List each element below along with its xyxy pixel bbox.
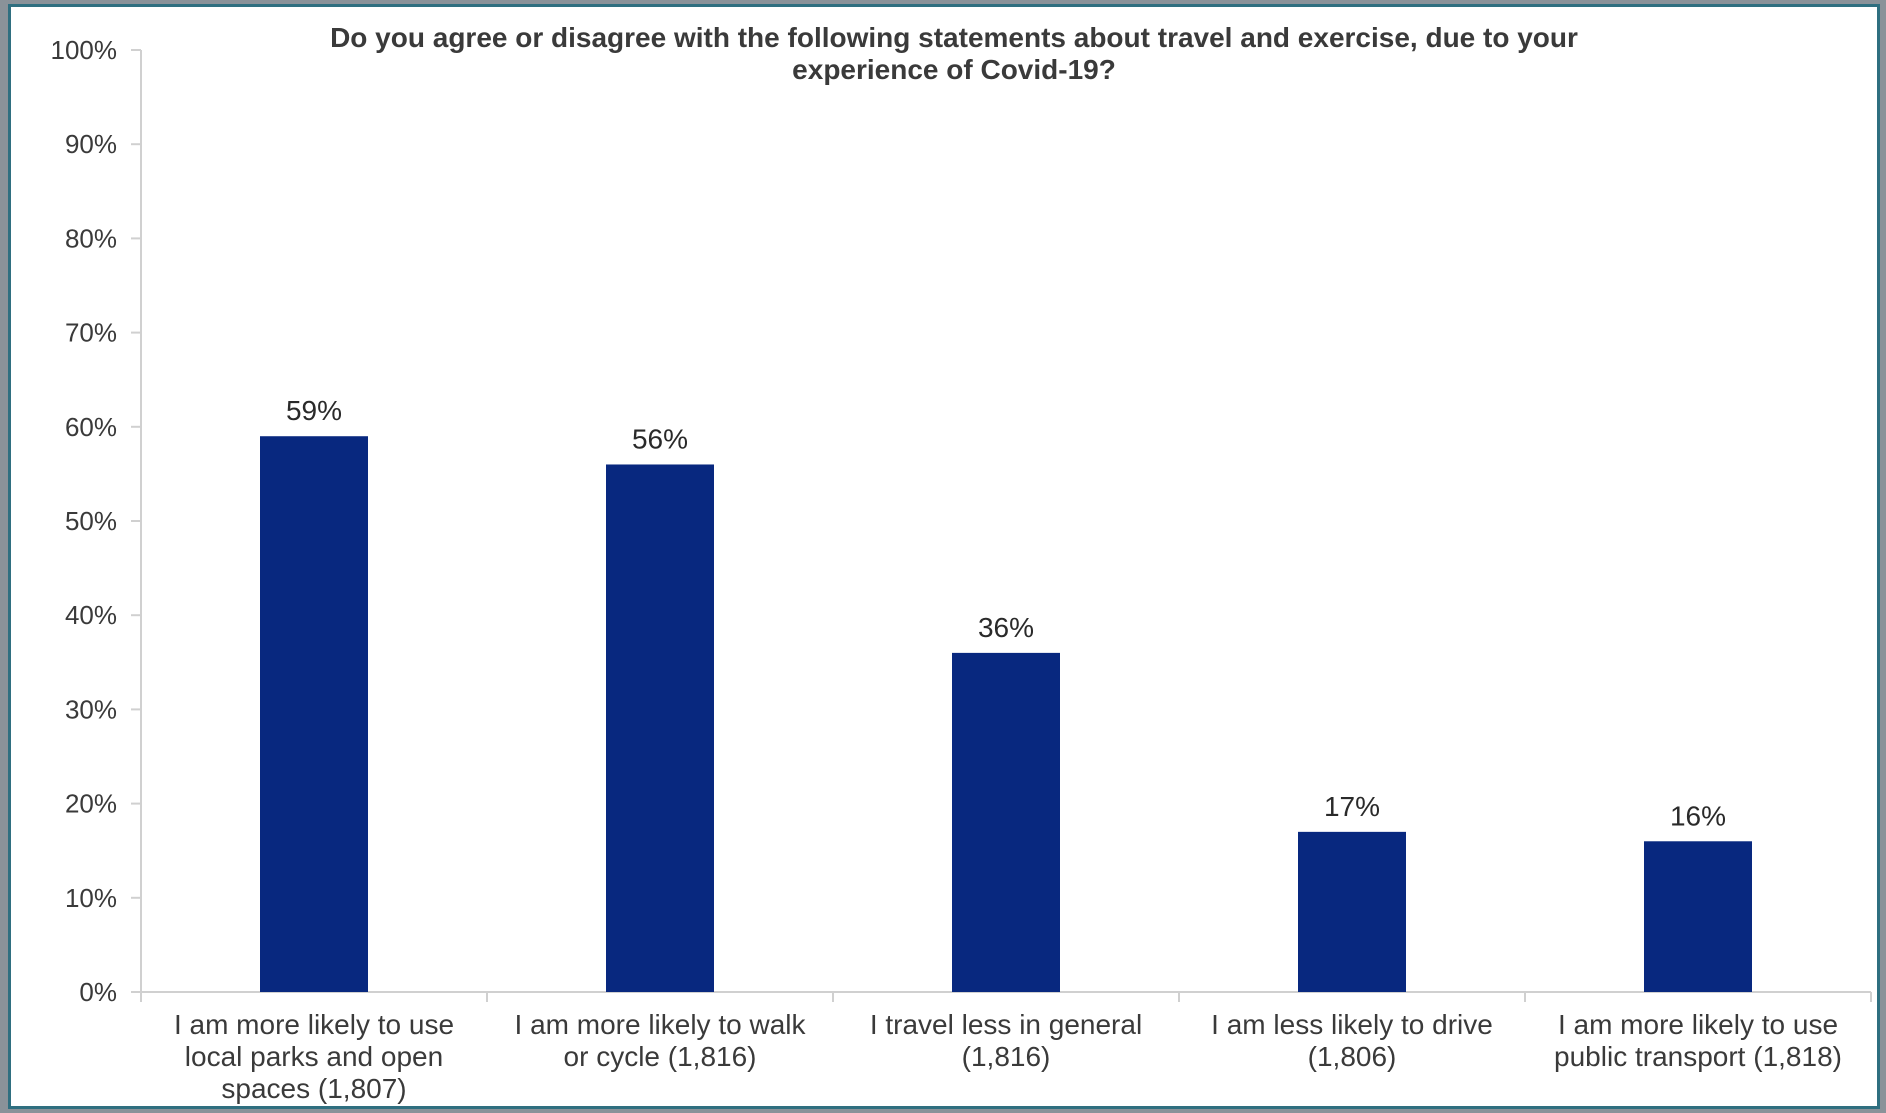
category-label: public transport (1,818) <box>1554 1041 1842 1072</box>
y-axis: 0% 10% 20% 30% 40% 50% 60% 70% 80% 90% 100% <box>51 35 142 1007</box>
category-label: (1,816) <box>962 1041 1051 1072</box>
y-tick-label: 60% <box>65 412 117 442</box>
bars-group <box>260 436 1752 993</box>
category-label: spaces (1,807) <box>221 1073 406 1104</box>
category-label: (1,806) <box>1308 1041 1397 1072</box>
y-tick-label: 70% <box>65 318 117 348</box>
bar <box>260 436 368 993</box>
y-tick-label: 30% <box>65 694 117 724</box>
y-tick-label: 50% <box>65 506 117 536</box>
category-label: I am more likely to walk <box>515 1009 807 1040</box>
chart-title: Do you agree or disagree with the follow… <box>330 22 1578 85</box>
bar <box>1298 831 1406 992</box>
data-label: 59% <box>286 395 342 426</box>
y-tick-label: 100% <box>51 35 118 65</box>
y-tick-label: 40% <box>65 600 117 630</box>
data-label: 36% <box>978 612 1034 643</box>
chart-title-line-2: experience of Covid-19? <box>792 54 1116 85</box>
y-tick-label: 10% <box>65 883 117 913</box>
y-tick-label: 20% <box>65 789 117 819</box>
bar <box>952 652 1060 992</box>
chart-frame: Do you agree or disagree with the follow… <box>8 4 1880 1109</box>
category-label: I am more likely to use <box>1558 1009 1838 1040</box>
data-label: 16% <box>1670 800 1726 831</box>
category-label: I am less likely to drive <box>1211 1009 1493 1040</box>
y-tick-label: 0% <box>79 977 117 1007</box>
y-tick-label: 90% <box>65 129 117 159</box>
category-label: I am more likely to use <box>174 1009 454 1040</box>
data-label: 17% <box>1324 791 1380 822</box>
category-label: or cycle (1,816) <box>564 1041 757 1072</box>
bar <box>606 464 714 993</box>
chart-title-line-1: Do you agree or disagree with the follow… <box>330 22 1578 53</box>
bar-chart: Do you agree or disagree with the follow… <box>51 22 1872 1104</box>
y-tick-label: 80% <box>65 223 117 253</box>
data-labels-group: 59% 56% 36% 17% 16% <box>286 395 1726 831</box>
bar <box>1644 841 1752 992</box>
x-axis <box>140 991 1872 1002</box>
category-label: local parks and open <box>185 1041 443 1072</box>
category-label: I travel less in general <box>870 1009 1142 1040</box>
data-label: 56% <box>632 423 688 454</box>
